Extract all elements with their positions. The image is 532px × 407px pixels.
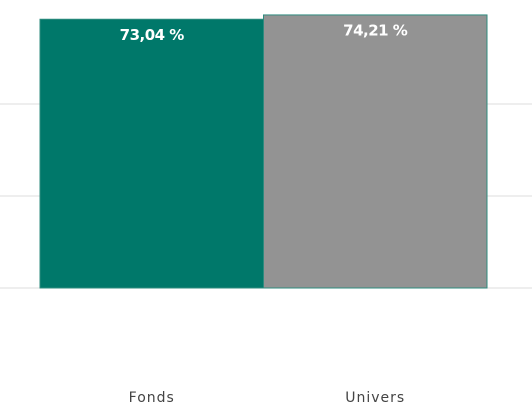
value-label: 74,21 % xyxy=(343,21,408,39)
x-tick-label: Univers xyxy=(345,390,405,406)
value-label: 73,04 % xyxy=(120,26,185,44)
bar xyxy=(39,18,264,289)
x-tick-label: Fonds xyxy=(129,390,175,406)
bar xyxy=(263,14,488,289)
